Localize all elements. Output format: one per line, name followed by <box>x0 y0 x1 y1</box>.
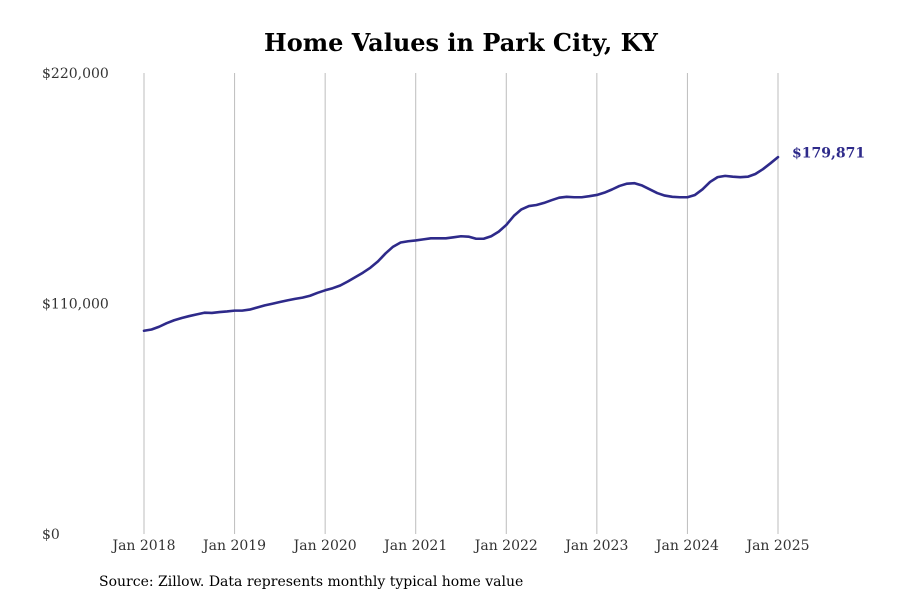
y-tick-label: $220,000 <box>42 66 109 82</box>
source-note: Source: Zillow. Data represents monthly … <box>99 574 524 590</box>
x-tick-label: Jan 2020 <box>292 538 357 554</box>
x-tick-label: Jan 2022 <box>473 538 538 554</box>
x-tick-label: Jan 2023 <box>563 538 628 554</box>
chart-title: Home Values in Park City, KY <box>264 28 658 57</box>
y-tick-label: $0 <box>42 527 60 543</box>
x-tick-label: Jan 2021 <box>382 538 447 554</box>
x-tick-label: Jan 2024 <box>654 538 719 554</box>
x-tick-label: Jan 2018 <box>110 538 175 554</box>
y-tick-label: $110,000 <box>42 297 109 313</box>
series-line <box>142 155 780 333</box>
grid <box>143 73 779 534</box>
labels: Jan 2018 Jan 2019 Jan 2020 Jan 2021 Jan 2022… <box>42 66 865 554</box>
end-value-label: $179,871 <box>792 146 865 162</box>
series-layer <box>142 155 780 333</box>
x-tick-label: Jan 2025 <box>744 538 809 554</box>
x-tick-label: Jan 2019 <box>201 538 266 554</box>
